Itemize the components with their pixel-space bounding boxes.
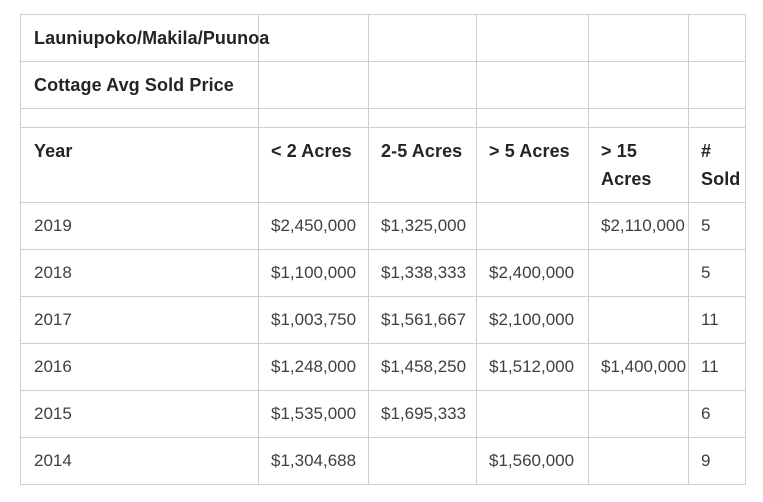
column-header-2-5-acres: 2-5 Acres xyxy=(368,127,477,203)
empty-cell xyxy=(368,14,477,62)
cell-num-sold: 5 xyxy=(688,202,746,250)
cell-2-5-acres-price: $1,458,250 xyxy=(368,343,477,391)
table-title-row-2: Cottage Avg Sold Price xyxy=(20,61,746,109)
spacer-cell xyxy=(258,108,369,128)
cell-lt2-acres-price: $1,100,000 xyxy=(258,249,369,297)
cell-year: 2015 xyxy=(20,390,259,438)
cell-gt5-acres-price: $2,400,000 xyxy=(476,249,589,297)
cell-lt2-acres-price: $1,535,000 xyxy=(258,390,369,438)
empty-cell xyxy=(476,14,589,62)
cell-gt15-acres-price: $1,400,000 xyxy=(588,343,689,391)
cell-2-5-acres-price: $1,561,667 xyxy=(368,296,477,344)
spacer-cell xyxy=(368,108,477,128)
table-row-2017: 2017 $1,003,750 $1,561,667 $2,100,000 11 xyxy=(20,296,746,344)
cell-gt5-acres-price xyxy=(476,202,589,250)
cell-year: 2018 xyxy=(20,249,259,297)
empty-cell xyxy=(258,14,369,62)
column-header-num-sold: # Sold xyxy=(688,127,746,203)
cell-2-5-acres-price: $1,325,000 xyxy=(368,202,477,250)
cell-gt5-acres-price: $2,100,000 xyxy=(476,296,589,344)
cell-year: 2019 xyxy=(20,202,259,250)
column-header-year: Year xyxy=(20,127,259,203)
cell-gt15-acres-price xyxy=(588,390,689,438)
cell-gt5-acres-price xyxy=(476,390,589,438)
cell-2-5-acres-price xyxy=(368,437,477,485)
cell-num-sold: 11 xyxy=(688,343,746,391)
cell-gt5-acres-price: $1,512,000 xyxy=(476,343,589,391)
cell-gt15-acres-price: $2,110,000 xyxy=(588,202,689,250)
cell-year: 2016 xyxy=(20,343,259,391)
empty-cell xyxy=(688,14,746,62)
cell-lt2-acres-price: $1,304,688 xyxy=(258,437,369,485)
empty-cell xyxy=(258,61,369,109)
table-row-2014: 2014 $1,304,688 $1,560,000 9 xyxy=(20,437,746,485)
cell-gt15-acres-price xyxy=(588,437,689,485)
table-row-2018: 2018 $1,100,000 $1,338,333 $2,400,000 5 xyxy=(20,249,746,297)
table-row-2019: 2019 $2,450,000 $1,325,000 $2,110,000 5 xyxy=(20,202,746,250)
empty-cell xyxy=(476,61,589,109)
column-header-lt2-acres: < 2 Acres xyxy=(258,127,369,203)
column-header-row: Year < 2 Acres 2-5 Acres > 5 Acres > 15 … xyxy=(20,127,746,203)
cell-2-5-acres-price: $1,695,333 xyxy=(368,390,477,438)
cell-num-sold: 5 xyxy=(688,249,746,297)
column-header-gt5-acres: > 5 Acres xyxy=(476,127,589,203)
spacer-row xyxy=(20,108,746,128)
cell-lt2-acres-price: $2,450,000 xyxy=(258,202,369,250)
spacer-cell xyxy=(476,108,589,128)
cell-num-sold: 11 xyxy=(688,296,746,344)
cell-year: 2014 xyxy=(20,437,259,485)
spacer-cell xyxy=(688,108,746,128)
spacer-cell xyxy=(20,108,259,128)
cell-lt2-acres-price: $1,003,750 xyxy=(258,296,369,344)
avg-sold-price-table: Launiupoko/Makila/Puunoa Cottage Avg Sol… xyxy=(20,14,746,485)
cell-gt5-acres-price: $1,560,000 xyxy=(476,437,589,485)
cell-lt2-acres-price: $1,248,000 xyxy=(258,343,369,391)
cell-2-5-acres-price: $1,338,333 xyxy=(368,249,477,297)
table-row-2016: 2016 $1,248,000 $1,458,250 $1,512,000 $1… xyxy=(20,343,746,391)
empty-cell xyxy=(688,61,746,109)
table-title-line2: Cottage Avg Sold Price xyxy=(20,61,259,109)
table-row-2015: 2015 $1,535,000 $1,695,333 6 xyxy=(20,390,746,438)
column-header-gt15-acres: > 15 Acres xyxy=(588,127,689,203)
empty-cell xyxy=(588,14,689,62)
cell-num-sold: 9 xyxy=(688,437,746,485)
empty-cell xyxy=(588,61,689,109)
cell-num-sold: 6 xyxy=(688,390,746,438)
table-title-line1: Launiupoko/Makila/Puunoa xyxy=(20,14,269,62)
cell-gt15-acres-price xyxy=(588,249,689,297)
cell-year: 2017 xyxy=(20,296,259,344)
spacer-cell xyxy=(588,108,689,128)
table-title-row-1: Launiupoko/Makila/Puunoa xyxy=(20,14,746,62)
empty-cell xyxy=(368,61,477,109)
cell-gt15-acres-price xyxy=(588,296,689,344)
